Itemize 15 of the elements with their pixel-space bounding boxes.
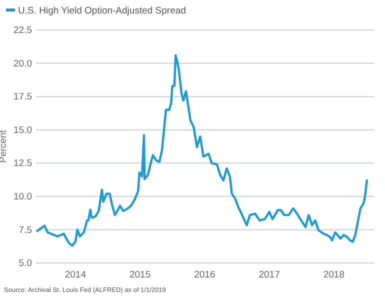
x-tick-label: 2018 — [323, 270, 344, 281]
x-tick-label: 2017 — [258, 270, 280, 281]
x-tick-label: 2016 — [194, 270, 216, 281]
x-tick-label: 2015 — [129, 270, 151, 281]
y-tick-label: 12.5 — [14, 158, 32, 170]
y-tick-label: 10.0 — [14, 191, 32, 202]
line-series — [36, 54, 368, 247]
y-tick-label: 22.5 — [14, 25, 32, 36]
y-tick-label: 15.0 — [14, 124, 32, 136]
y-tick-label: 20.0 — [14, 58, 32, 70]
y-tick-label: 17.5 — [14, 92, 32, 103]
x-tick-label: 2014 — [64, 270, 86, 281]
legend-label: U.S. High Yield Option-Adjusted Spread — [18, 6, 186, 16]
y-tick-label: 5.0 — [18, 258, 32, 270]
y-tick-label: 7.5 — [18, 224, 32, 236]
